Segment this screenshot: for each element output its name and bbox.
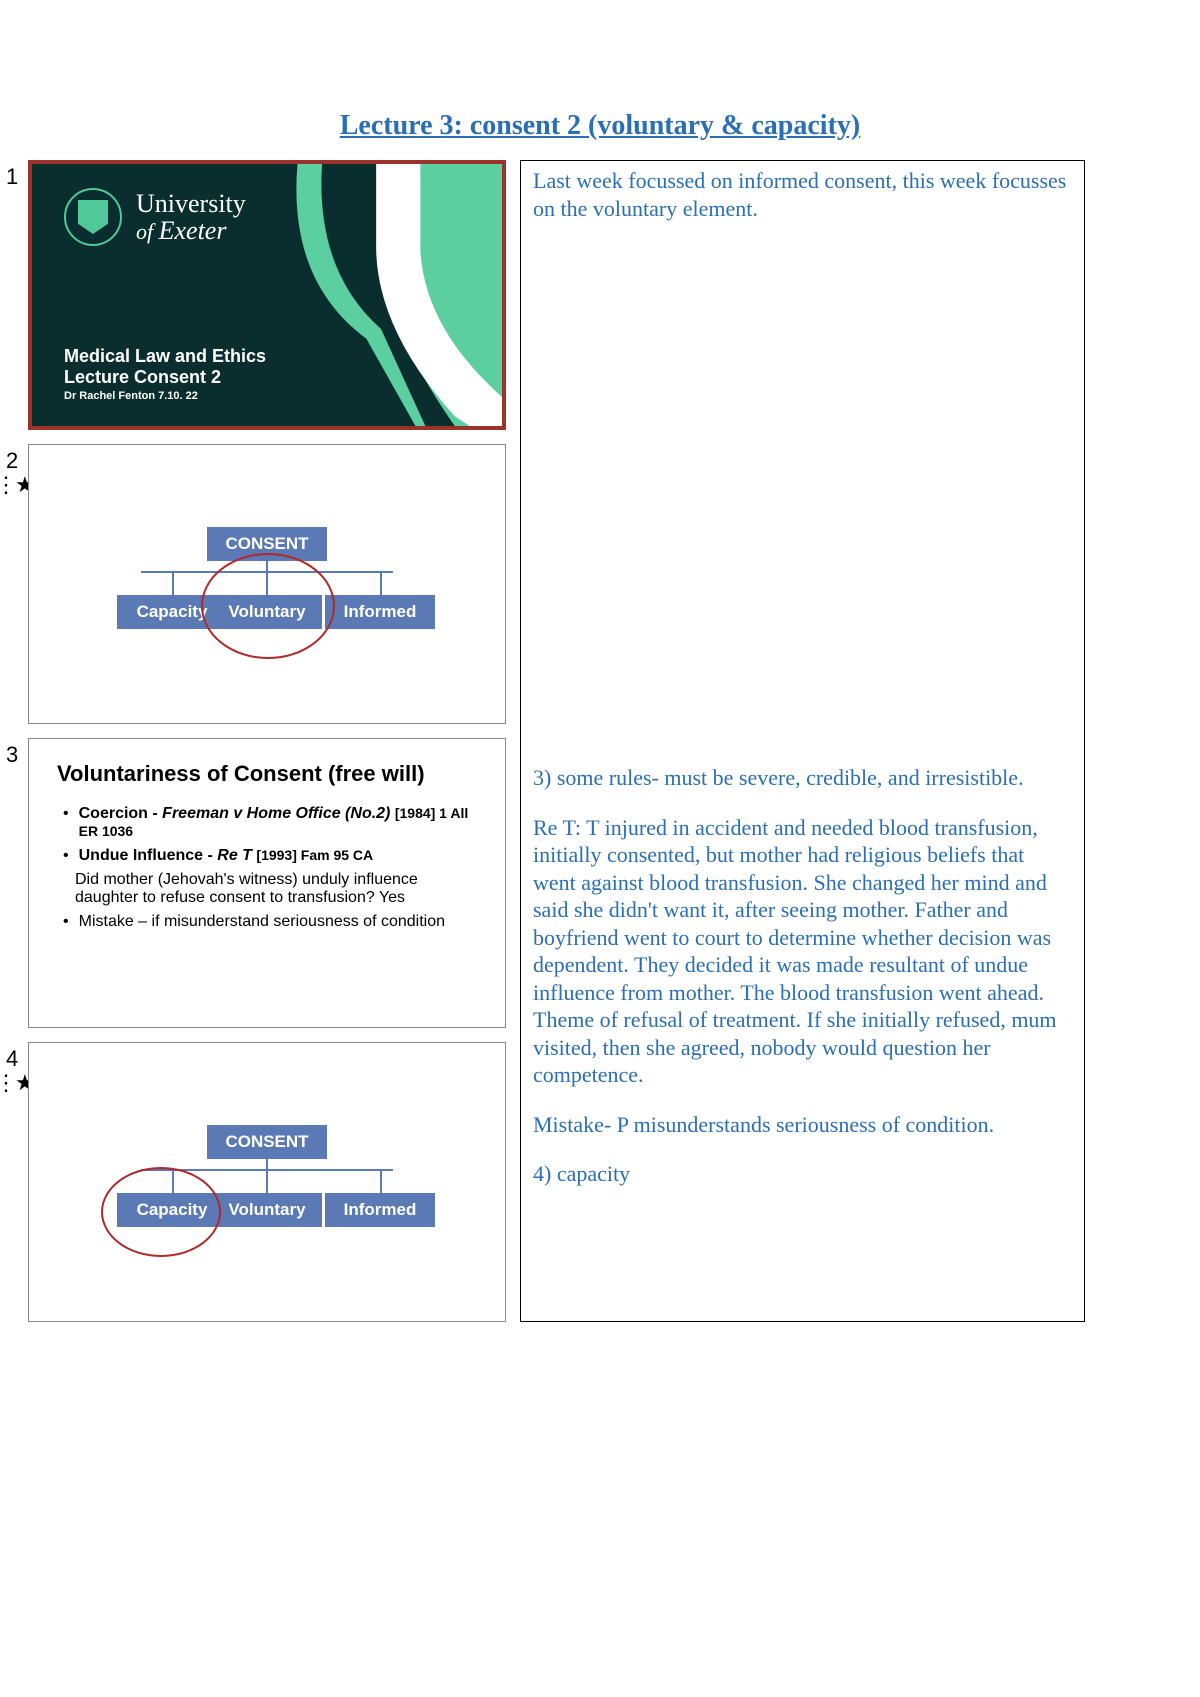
course-block: Medical Law and Ethics Lecture Consent 2… (64, 346, 266, 402)
slide-row-2: 2 ⋮★ CONSENT Capacity Voluntary Informed (0, 444, 520, 724)
slide-3-voluntariness: Voluntariness of Consent (free will) Coe… (28, 738, 506, 1028)
slide-number-3: 3 (0, 738, 28, 768)
note-p1: Last week focussed on informed consent, … (533, 167, 1072, 222)
course-line1: Medical Law and Ethics (64, 346, 266, 367)
connector (380, 573, 382, 595)
num-4-text: 4 (6, 1046, 18, 1071)
num-2-text: 2 (6, 448, 18, 473)
slide-number-4: 4 ⋮★ (0, 1042, 28, 1072)
slide-2-consent-diagram: CONSENT Capacity Voluntary Informed (28, 444, 506, 724)
slide-number-1: 1 (0, 160, 28, 190)
slide-row-1: 1 University of Exeter M (0, 160, 520, 430)
slide-row-4: 4 ⋮★ CONSENT Capacity Voluntary Informed (0, 1042, 520, 1322)
sub-text-jehovah: Did mother (Jehovah's witness) unduly in… (57, 871, 477, 907)
bullet-undue-influence: Undue Influence - Re T [1993] Fam 95 CA (63, 847, 477, 865)
bullet-mistake: Mistake – if misunderstand seriousness o… (63, 913, 477, 931)
slide-3-title: Voluntariness of Consent (free will) (57, 761, 477, 787)
voluntary-box: Voluntary (212, 1193, 322, 1227)
red-circle-annotation (201, 553, 335, 659)
note-p3: Re T: T injured in accident and needed b… (533, 814, 1072, 1089)
slides-column: 1 University of Exeter M (0, 160, 520, 1322)
informed-box: Informed (325, 1193, 435, 1227)
red-circle-annotation (101, 1167, 221, 1257)
main-grid: 1 University of Exeter M (0, 160, 1085, 1322)
connector (172, 573, 174, 595)
note-p2: 3) some rules- must be severe, credible,… (533, 764, 1072, 792)
slide-4-consent-diagram: CONSENT Capacity Voluntary Informed (28, 1042, 506, 1322)
consent-root-box: CONSENT (207, 1125, 327, 1159)
note-p5: 4) capacity (533, 1160, 1072, 1188)
slide-row-3: 3 Voluntariness of Consent (free will) C… (0, 738, 520, 1028)
informed-box: Informed (325, 595, 435, 629)
b2-label: Undue Influence - (79, 847, 218, 864)
course-line2: Lecture Consent 2 (64, 367, 266, 388)
university-crest-icon (64, 188, 122, 246)
bullet-coercion: Coercion - Freeman v Home Office (No.2) … (63, 805, 477, 841)
b1-label: Coercion - (79, 805, 163, 822)
course-line3: Dr Rachel Fenton 7.10. 22 (64, 390, 266, 402)
page-title: Lecture 3: consent 2 (voluntary & capaci… (0, 0, 1200, 160)
notes-column: Last week focussed on informed consent, … (520, 160, 1085, 1322)
connector (266, 1159, 268, 1169)
b2-case: Re T (217, 847, 256, 864)
b1-case: Freeman v Home Office (No.2) (162, 805, 395, 822)
slide-1-title-slide: University of Exeter Medical Law and Eth… (28, 160, 506, 430)
connector (266, 1171, 268, 1193)
note-p4: Mistake- P misunderstands seriousness of… (533, 1111, 1072, 1139)
connector (380, 1171, 382, 1193)
slide-number-2: 2 ⋮★ (0, 444, 28, 474)
b2-cite: [1993] Fam 95 CA (256, 847, 373, 863)
b3-text: Mistake – if misunderstand seriousness o… (79, 913, 445, 931)
